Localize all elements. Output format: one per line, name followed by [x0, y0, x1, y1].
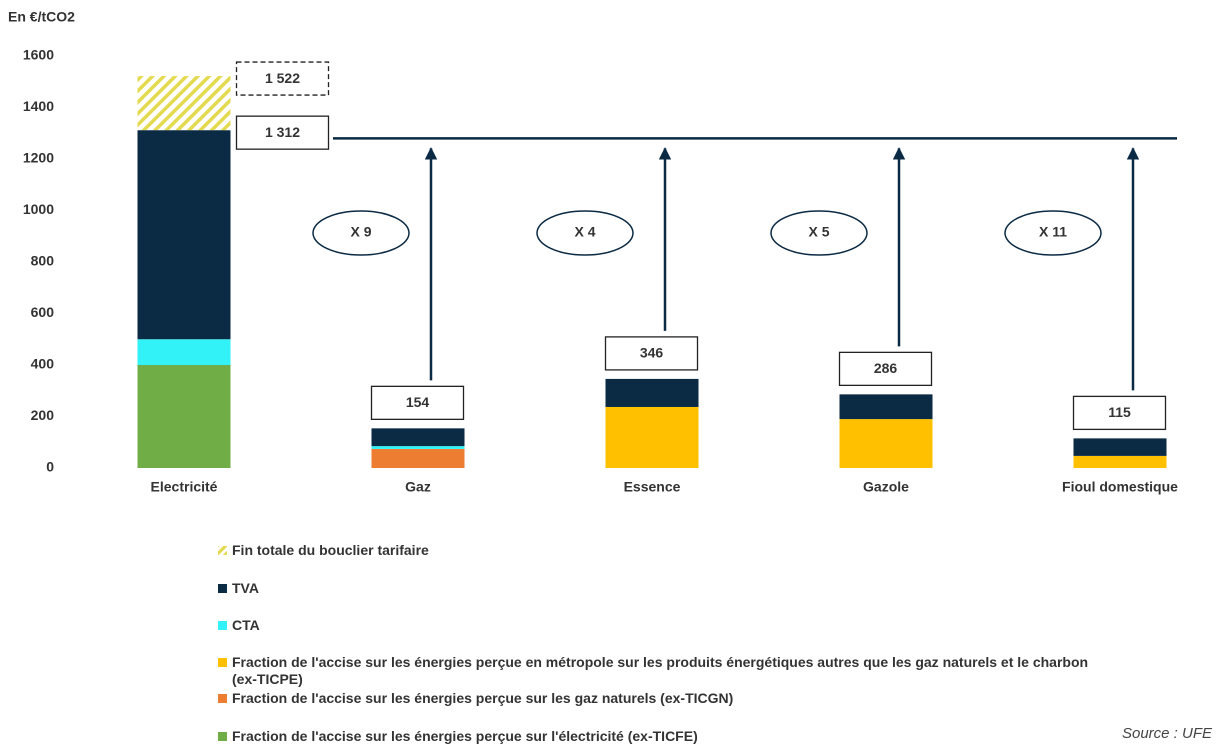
bar-segment: [839, 419, 933, 468]
ratio-label: X 11: [1039, 224, 1067, 240]
y-axis-title: En €/tCO2: [8, 9, 75, 25]
ratio-ellipse: [312, 210, 410, 256]
y-tick-label: 1000: [23, 201, 54, 217]
legend-label: CTA: [232, 617, 260, 633]
y-tick-label: 200: [31, 407, 55, 423]
total-label: 1 522: [265, 70, 300, 86]
ratio-ellipse: [536, 210, 634, 256]
ratio-ellipse: [770, 210, 868, 256]
legend-item: Fin totale du bouclier tarifaire: [218, 542, 1112, 559]
legend-swatch: [218, 621, 227, 630]
x-tick-label: Fioul domestique: [1062, 479, 1178, 495]
y-tick-label: 1600: [23, 47, 54, 63]
bar-segment: [137, 76, 231, 131]
total-label: 115: [1108, 404, 1131, 420]
legend-item: Fraction de l'accise sur les énergies pe…: [218, 728, 1112, 745]
total-label: 286: [874, 360, 898, 376]
ratio-label: X 5: [808, 224, 829, 240]
ratio-label: X 4: [574, 224, 595, 240]
y-tick-label: 0: [46, 459, 54, 475]
bar-segment: [371, 446, 465, 449]
legend-item: Fraction de l'accise sur les énergies pe…: [218, 690, 1112, 707]
bar-segment: [371, 448, 465, 468]
legend-label: Fraction de l'accise sur les énergies pe…: [232, 728, 698, 744]
legend-swatch: [218, 546, 227, 555]
total-box: [235, 61, 330, 96]
x-tick-label: Essence: [624, 479, 681, 495]
total-box: [1072, 395, 1167, 431]
bar-segment: [605, 406, 699, 468]
legend-swatch: [218, 584, 227, 593]
y-tick-label: 1400: [23, 98, 54, 114]
legend-item: Fraction de l'accise sur les énergies pe…: [218, 654, 1112, 688]
bar-segment: [605, 378, 699, 407]
legend-item: CTA: [218, 617, 1112, 634]
x-tick-label: Gaz: [405, 479, 431, 495]
legend-label: Fin totale du bouclier tarifaire: [232, 542, 429, 558]
legend-label: Fraction de l'accise sur les énergies pe…: [232, 654, 1089, 687]
bar-segment: [839, 394, 933, 420]
x-tick-label: Gazole: [863, 479, 909, 495]
legend-item: TVA: [218, 580, 1112, 597]
bar-segment: [137, 365, 231, 468]
bar-segment: [1073, 438, 1167, 456]
legend-swatch: [218, 658, 227, 667]
legend-label: TVA: [232, 580, 259, 596]
y-tick-label: 600: [31, 304, 55, 320]
ratio-label: X 9: [350, 224, 371, 240]
total-box: [235, 115, 330, 150]
y-tick-label: 400: [31, 356, 55, 372]
bar-segment: [137, 339, 231, 365]
total-label: 154: [406, 394, 430, 410]
ratio-ellipse: [1004, 210, 1102, 256]
total-box: [604, 336, 699, 371]
legend-swatch: [218, 694, 227, 703]
x-tick-label: Electricité: [151, 479, 218, 495]
total-box: [838, 351, 933, 387]
total-label: 346: [640, 345, 664, 361]
source: Source : UFE: [1121, 725, 1212, 742]
total-label: 1 312: [265, 124, 300, 140]
bar-segment: [371, 428, 465, 447]
y-tick-label: 1200: [23, 150, 54, 166]
y-tick-label: 800: [31, 253, 55, 269]
total-box: [370, 385, 465, 420]
bar-segment: [1073, 455, 1167, 468]
legend-label: Fraction de l'accise sur les énergies pe…: [232, 690, 734, 706]
legend-swatch: [218, 732, 227, 741]
bar-segment: [137, 130, 231, 340]
